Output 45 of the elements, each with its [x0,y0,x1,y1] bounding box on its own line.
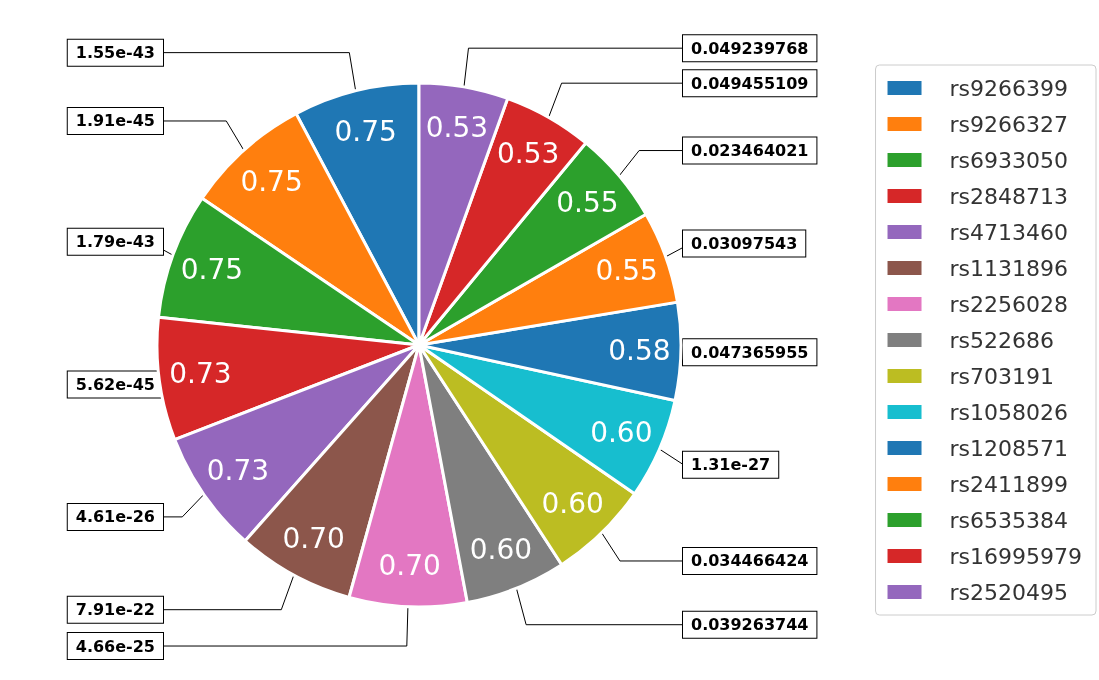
text: 0.034466424 [691,551,809,571]
text: 0.047365955 [691,342,809,362]
data-label: 0.75 [334,114,397,148]
text: 1.79e-43 [75,232,155,252]
legend-label: rs9266327 [949,111,1069,137]
legend-label: rs522686 [949,327,1055,353]
data-label: 0.60 [590,416,653,450]
legend-label: rs2256028 [949,291,1069,317]
legend-label: rs16995979 [949,543,1082,569]
legend-label: rs4713460 [949,219,1069,245]
legend-label: rs6535384 [949,507,1069,533]
legend-label: rs2520495 [949,579,1069,605]
data-label: 0.75 [240,164,303,198]
data-label: 0.70 [378,548,441,582]
text: 7.91e-22 [75,600,155,620]
legend-label: rs703191 [949,363,1055,389]
data-label: 0.60 [469,533,533,567]
legend-label: rs1131896 [949,255,1069,281]
text: 1.91e-45 [75,111,155,131]
data-label: 0.60 [541,486,604,520]
data-label: 0.53 [425,111,489,145]
text: 1.55e-43 [75,43,155,63]
data-label: 0.55 [556,186,619,220]
data-label: 0.70 [282,522,345,556]
legend-label: rs1208571 [949,435,1069,461]
data-label: 0.75 [180,252,244,286]
text: 0.039263744 [691,615,809,635]
legend-label: rs2411899 [949,471,1069,497]
text: 5.62e-45 [75,375,155,395]
data-label: 0.73 [169,357,232,391]
data-label: 0.58 [608,333,671,367]
legend-label: rs6933050 [949,147,1069,173]
text: 0.023464021 [691,141,809,161]
text: 0.049239768 [691,38,809,58]
text: 0.049455109 [691,73,809,93]
data-label: 0.53 [496,136,560,170]
data-label: 0.73 [206,454,270,488]
legend-label: rs1058026 [949,399,1069,425]
text: 0.03097543 [691,234,798,254]
legend-label: rs2848713 [949,183,1069,209]
data-label: 0.55 [595,254,658,288]
legend-label: rs9266399 [949,75,1069,101]
text: 4.61e-26 [75,507,155,527]
text: 1.31e-27 [691,455,771,475]
text: 4.66e-25 [75,636,155,656]
